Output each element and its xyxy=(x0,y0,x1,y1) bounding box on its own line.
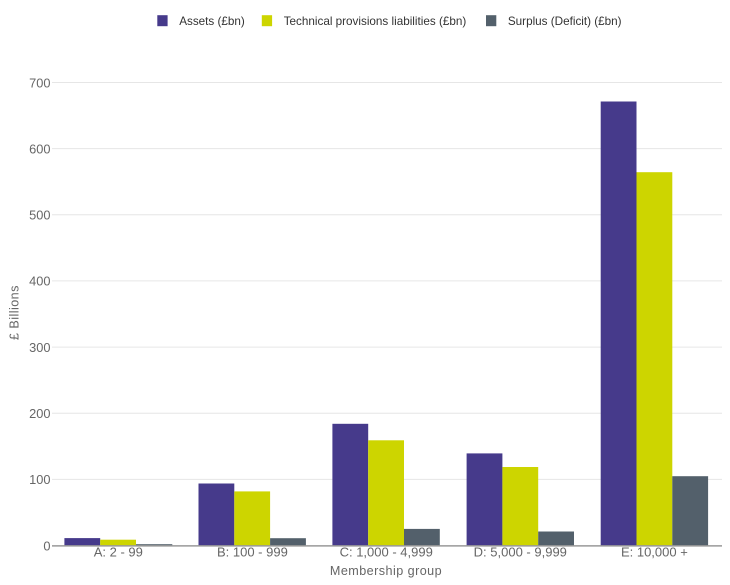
svg-text:0: 0 xyxy=(43,538,50,553)
svg-text:Assets (£bn): Assets (£bn) xyxy=(179,15,245,28)
svg-text:700: 700 xyxy=(29,75,50,90)
svg-text:500: 500 xyxy=(29,208,50,223)
svg-text:D: 5,000 - 9,999: D: 5,000 - 9,999 xyxy=(474,545,567,560)
svg-text:Surplus (Deficit) (£bn): Surplus (Deficit) (£bn) xyxy=(508,15,622,28)
svg-text:£ Billions: £ Billions xyxy=(8,285,22,340)
svg-text:A: 2 - 99: A: 2 - 99 xyxy=(94,545,143,560)
svg-text:E: 10,000 +: E: 10,000 + xyxy=(621,545,688,560)
svg-text:600: 600 xyxy=(29,141,50,156)
svg-text:100: 100 xyxy=(29,472,50,487)
svg-text:400: 400 xyxy=(29,274,50,289)
svg-text:C: 1,000 - 4,999: C: 1,000 - 4,999 xyxy=(340,545,433,560)
svg-text:Membership group: Membership group xyxy=(330,564,442,578)
svg-text:300: 300 xyxy=(29,340,50,355)
svg-text:200: 200 xyxy=(29,406,50,421)
svg-text:B: 100 - 999: B: 100 - 999 xyxy=(217,545,288,560)
svg-text:Technical provisions liabiliti: Technical provisions liabilities (£bn) xyxy=(284,15,467,28)
